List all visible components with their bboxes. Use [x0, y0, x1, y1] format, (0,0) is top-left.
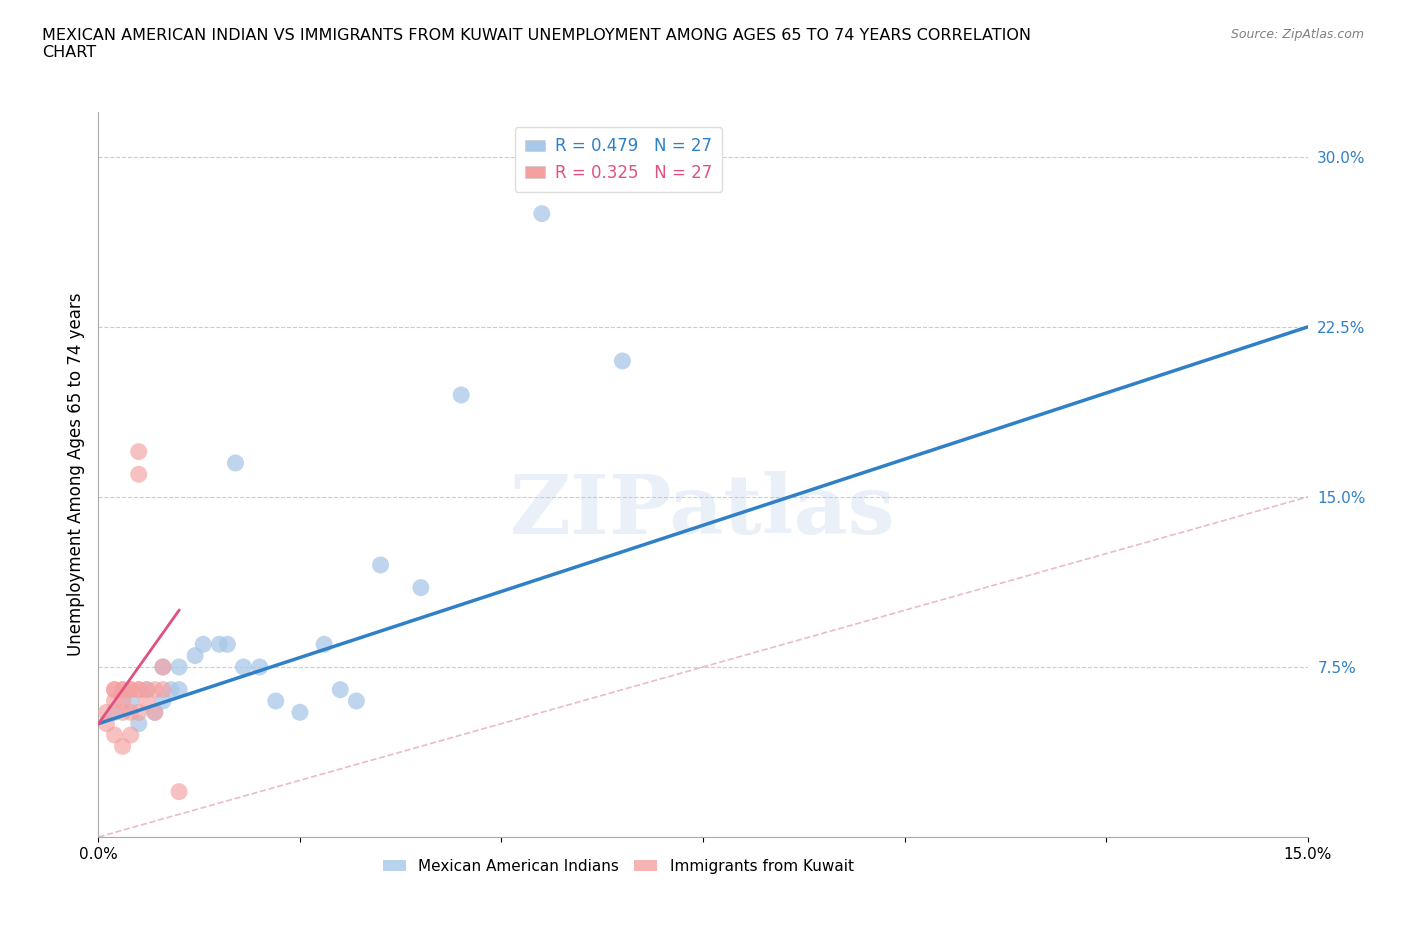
Point: [193, 637, 215, 652]
Point: [135, 683, 157, 698]
Point: [329, 683, 352, 698]
Point: [264, 694, 287, 709]
Point: [167, 683, 190, 698]
Point: [249, 659, 271, 674]
Legend: Mexican American Indians, Immigrants from Kuwait: Mexican American Indians, Immigrants fro…: [377, 853, 859, 880]
Point: [160, 683, 183, 698]
Point: [103, 683, 125, 698]
Text: ZIPatlas: ZIPatlas: [510, 471, 896, 551]
Point: [184, 648, 207, 663]
Point: [128, 445, 150, 459]
Point: [612, 353, 634, 368]
Point: [120, 694, 142, 709]
Point: [344, 694, 367, 709]
Point: [111, 705, 134, 720]
Point: [152, 694, 174, 709]
Point: [103, 683, 125, 698]
Text: Source: ZipAtlas.com: Source: ZipAtlas.com: [1230, 28, 1364, 41]
Point: [111, 683, 134, 698]
Point: [314, 637, 336, 652]
Point: [128, 683, 150, 698]
Point: [128, 683, 150, 698]
Point: [167, 659, 190, 674]
Point: [167, 784, 190, 799]
Point: [232, 659, 254, 674]
Point: [143, 705, 166, 720]
Point: [120, 683, 142, 698]
Point: [143, 705, 166, 720]
Y-axis label: Unemployment Among Ages 65 to 74 years: Unemployment Among Ages 65 to 74 years: [66, 293, 84, 656]
Point: [120, 683, 142, 698]
Text: MEXICAN AMERICAN INDIAN VS IMMIGRANTS FROM KUWAIT UNEMPLOYMENT AMONG AGES 65 TO : MEXICAN AMERICAN INDIAN VS IMMIGRANTS FR…: [42, 28, 1031, 60]
Point: [111, 683, 134, 698]
Point: [224, 456, 246, 471]
Point: [128, 716, 150, 731]
Point: [103, 727, 125, 742]
Point: [530, 206, 553, 221]
Point: [96, 705, 118, 720]
Point: [111, 738, 134, 753]
Point: [128, 467, 150, 482]
Point: [135, 694, 157, 709]
Point: [152, 683, 174, 698]
Point: [103, 694, 125, 709]
Point: [135, 683, 157, 698]
Point: [128, 705, 150, 720]
Point: [111, 694, 134, 709]
Point: [120, 705, 142, 720]
Point: [120, 727, 142, 742]
Point: [96, 716, 118, 731]
Point: [370, 558, 392, 573]
Point: [288, 705, 311, 720]
Point: [152, 659, 174, 674]
Point: [103, 705, 125, 720]
Point: [143, 683, 166, 698]
Point: [217, 637, 239, 652]
Point: [208, 637, 231, 652]
Point: [152, 659, 174, 674]
Point: [409, 580, 432, 595]
Point: [450, 388, 472, 403]
